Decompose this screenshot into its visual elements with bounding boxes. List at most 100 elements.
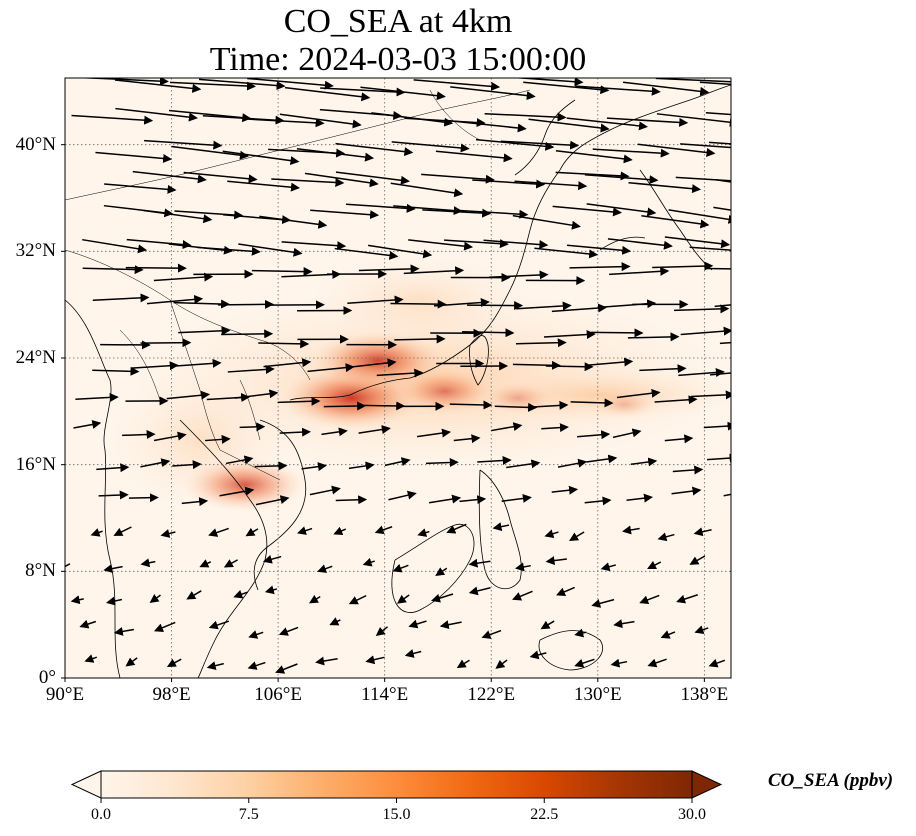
wind-arrow	[500, 140, 580, 150]
wind-arrow	[279, 113, 362, 129]
wind-arrow	[468, 558, 491, 568]
colorbar-tick-label: 7.5	[238, 806, 259, 823]
wind-arrow	[125, 263, 187, 273]
wind-arrow	[390, 182, 464, 198]
wind-arrow	[114, 79, 202, 93]
lon-label: 106°E	[254, 684, 302, 705]
lon-label: 114°E	[361, 684, 409, 705]
wind-arrow	[73, 420, 102, 429]
wind-arrow	[529, 650, 547, 660]
wind-arrow	[714, 304, 731, 308]
wind-arrow	[545, 362, 594, 372]
map-subtitle: Time: 2024-03-03 15:00:00	[209, 41, 587, 78]
wind-arrow	[153, 431, 187, 442]
wind-arrow	[219, 486, 255, 497]
wind-arrow	[227, 180, 301, 192]
wind-arrow	[223, 559, 238, 568]
wind-arrow	[512, 360, 561, 370]
wind-arrow	[422, 208, 492, 218]
wind-arrow	[506, 459, 541, 469]
wind-arrow	[680, 326, 731, 336]
wind-arrow	[715, 179, 731, 183]
wind-arrow	[664, 236, 731, 249]
wind-arrow	[523, 81, 610, 95]
wind-arrow	[317, 564, 333, 573]
wind-arrow	[584, 496, 612, 506]
wind-arrow	[103, 564, 123, 574]
wind-arrow	[375, 626, 389, 637]
wind-arrow	[675, 176, 731, 182]
wind-arrow	[606, 117, 689, 127]
wind-arrow	[275, 663, 298, 674]
wind-arrow	[622, 525, 640, 535]
wind-arrow	[557, 458, 588, 468]
wind-arrow	[713, 206, 731, 211]
wind-arrow	[591, 328, 644, 338]
wind-arrow	[264, 585, 278, 595]
lat-label: 0°	[38, 667, 56, 688]
wind-arrow	[703, 421, 731, 431]
wind-arrow	[408, 619, 427, 629]
wind-arrow	[408, 239, 474, 251]
wind-arrow	[95, 151, 173, 163]
lat-label: 40°N	[15, 133, 56, 155]
co-plume	[182, 457, 307, 512]
wind-arrow	[335, 171, 410, 185]
wind-arrow	[278, 626, 299, 636]
wind-arrow	[449, 400, 493, 410]
wind-arrow	[153, 272, 214, 282]
wind-arrow	[552, 205, 622, 217]
wind-arrow	[360, 86, 446, 101]
wind-arrow	[221, 329, 274, 339]
wind-arrow	[173, 358, 222, 368]
wind-arrow	[391, 141, 470, 153]
wind-arrow	[297, 526, 313, 535]
wind-arrow	[472, 179, 546, 189]
wind-arrow	[475, 138, 555, 151]
wind-arrow	[149, 594, 161, 603]
wind-arrow	[516, 301, 572, 311]
wind-arrow	[166, 658, 182, 667]
wind-arrow	[586, 454, 618, 464]
wind-arrow	[551, 303, 608, 313]
lon-label: 122°E	[467, 684, 516, 705]
wind-arrow	[512, 590, 533, 601]
wind-arrow	[323, 401, 367, 411]
wind-arrow	[488, 270, 549, 280]
wind-arrow	[198, 78, 286, 90]
wind-arrow	[199, 559, 212, 568]
wind-arrow	[622, 81, 710, 96]
wind-arrow	[307, 363, 355, 373]
wind-arrow	[417, 528, 430, 537]
wind-arrow	[255, 495, 290, 506]
wind-arrow	[705, 112, 731, 116]
lon-label: 138°E	[680, 684, 729, 705]
wind-arrow	[368, 244, 433, 259]
wind-arrow	[245, 527, 259, 537]
wind-arrow	[82, 238, 148, 254]
wind-arrow	[126, 238, 192, 250]
wind-arrow	[671, 486, 702, 496]
axis-ticks	[61, 144, 705, 682]
wind-arrow	[263, 358, 312, 368]
wind-arrow	[446, 523, 467, 534]
wind-arrow	[708, 141, 731, 145]
wind-arrow	[208, 527, 229, 537]
wind-arrow	[657, 532, 675, 542]
colorbar	[70, 770, 723, 803]
wind-arrow	[335, 495, 368, 505]
wind-arrow	[206, 661, 224, 671]
wind-arrow	[628, 181, 702, 194]
wind-arrow	[82, 265, 144, 275]
wind-arrow	[626, 493, 654, 503]
wind-arrow	[113, 626, 134, 636]
wind-arrow	[592, 148, 670, 158]
wind-arrow	[413, 79, 501, 91]
wind-arrow	[660, 630, 676, 639]
wind-arrow	[450, 86, 536, 101]
wind-arrow	[444, 239, 509, 249]
wind-arrow	[707, 453, 731, 463]
wind-arrow	[551, 485, 579, 495]
wind-arrow	[668, 209, 731, 224]
wind-arrow	[477, 456, 512, 465]
